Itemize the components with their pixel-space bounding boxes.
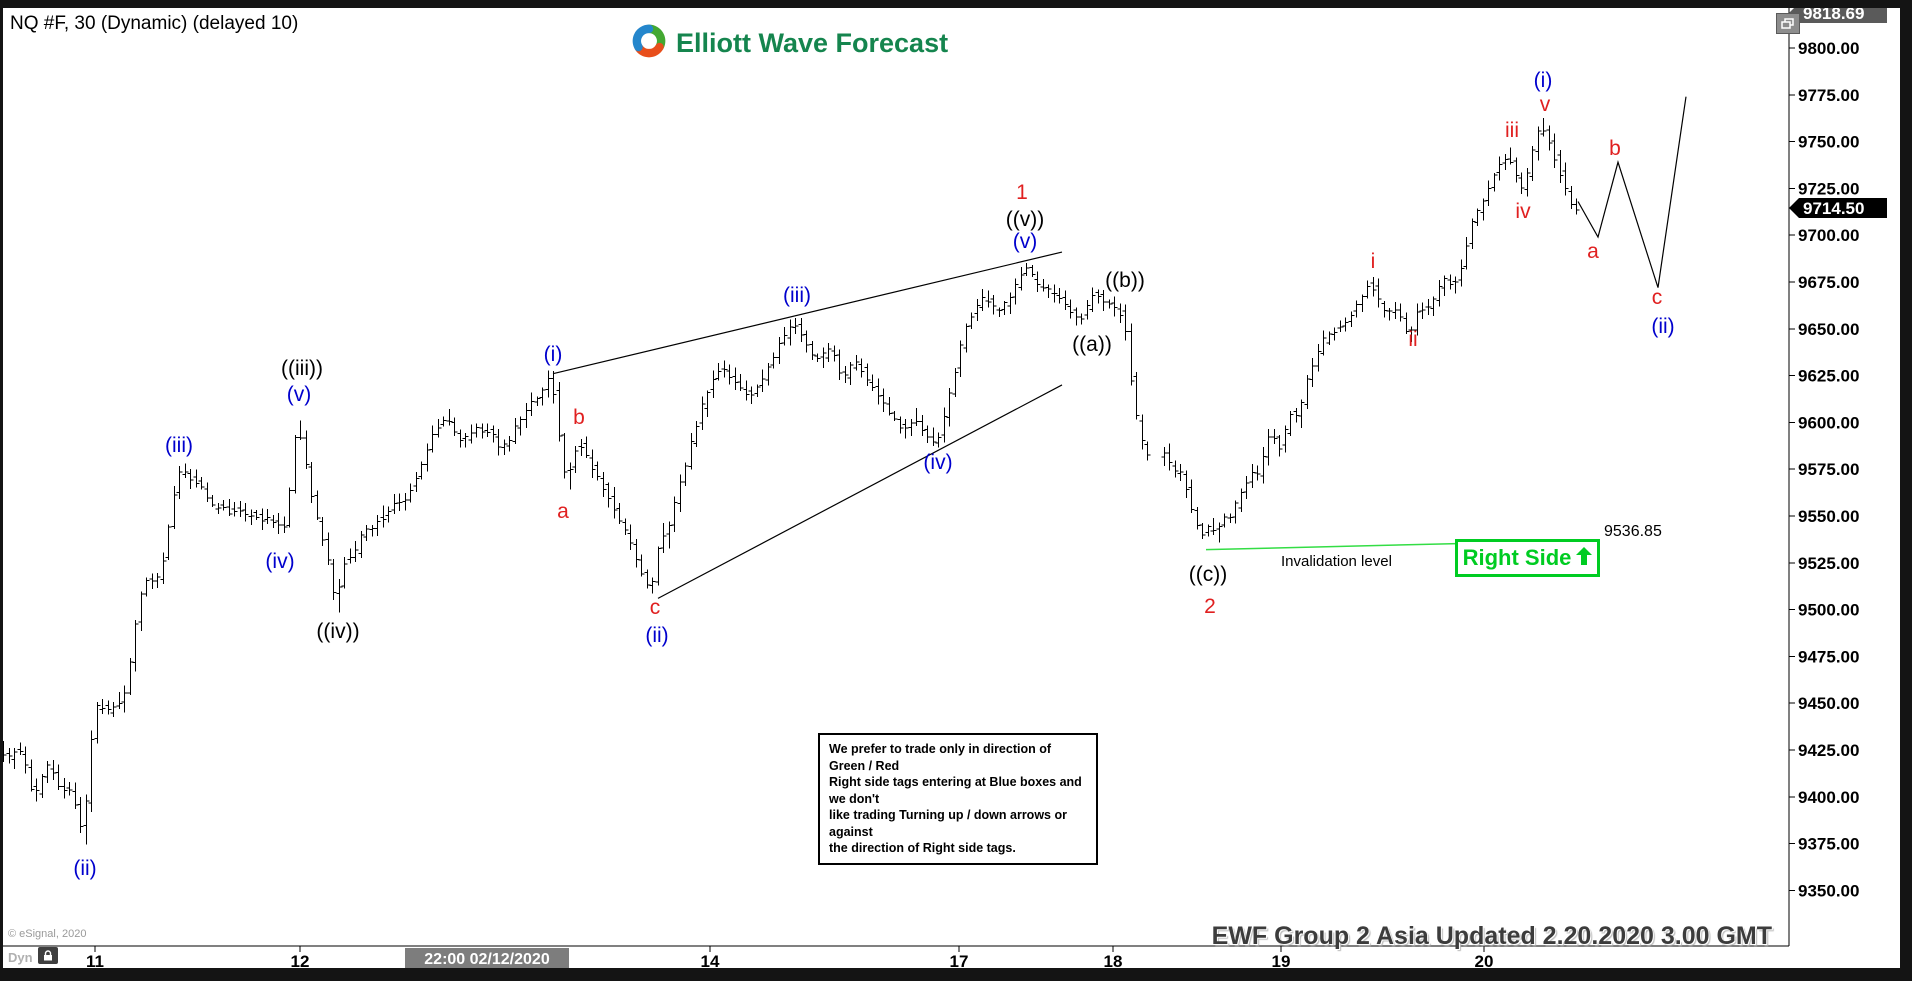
- trading-note-box: We prefer to trade only in direction of …: [818, 733, 1098, 865]
- note-line: the direction of Right side tags.: [829, 841, 1016, 855]
- window-frame-bottom: [0, 968, 1912, 981]
- window-frame-top: [0, 0, 1912, 8]
- session-tick-badge: [405, 948, 569, 968]
- invalidation-line[interactable]: [1205, 542, 1458, 551]
- wave-label-iv: iv: [1515, 200, 1531, 223]
- time-tick-label: 14: [701, 952, 720, 971]
- wave-label-ii: (ii): [1651, 315, 1674, 338]
- right-side-label: Right Side: [1462, 545, 1572, 570]
- note-line: We prefer to trade only in direction of …: [829, 742, 1052, 773]
- time-tick-label: 12: [291, 952, 310, 971]
- wave-label-iv: (iv): [923, 451, 952, 474]
- wave-label-c: c: [650, 596, 661, 619]
- dyn-mode-label: Dyn: [8, 950, 33, 965]
- price-tick-label: 9450.00: [1798, 694, 1859, 713]
- window-frame-left: [0, 8, 3, 968]
- wave-label-i: (i): [1534, 69, 1553, 92]
- wave-label-2: 2: [1204, 595, 1216, 618]
- price-tick-label: 9675.00: [1798, 273, 1859, 292]
- wave-label-a: ((a)): [1072, 333, 1112, 356]
- time-tick-label: 11: [86, 952, 104, 971]
- price-tick-label: 9775.00: [1798, 86, 1859, 105]
- chart-title: NQ #F, 30 (Dynamic) (delayed 10): [10, 13, 299, 34]
- note-line: like trading Turning up / down arrows or…: [829, 808, 1067, 839]
- wave-label-b: ((b)): [1105, 269, 1145, 292]
- arrow-up-icon: [1576, 545, 1593, 571]
- wave-label-iii: ((iii)): [281, 357, 323, 380]
- wave-label-i: (i): [544, 343, 563, 366]
- right-side-tag: Right Side: [1455, 539, 1600, 577]
- wedge-upper[interactable]: [552, 251, 1063, 375]
- price-tick-label: 9650.00: [1798, 320, 1859, 339]
- price-tick-label: 9575.00: [1798, 460, 1859, 479]
- price-tick-label: 9350.00: [1798, 881, 1859, 900]
- wave-label-1: 1: [1016, 181, 1028, 204]
- window-frame-right: [1900, 8, 1912, 968]
- brand-logo: Elliott Wave Forecast: [630, 22, 948, 65]
- wave-label-iii: (iii): [165, 434, 193, 457]
- ohlc-bars: [0, 117, 1580, 845]
- wedge-lower[interactable]: [657, 384, 1063, 599]
- invalidation-price: 9536.85: [1604, 523, 1662, 540]
- restore-window-button[interactable]: [1776, 13, 1800, 34]
- wave-label-v: v: [1540, 93, 1551, 116]
- price-tick-label: 9625.00: [1798, 367, 1859, 386]
- time-tick-label: 17: [950, 952, 969, 971]
- price-tick-label: 9725.00: [1798, 179, 1859, 198]
- forecast-path[interactable]: [1577, 96, 1687, 288]
- restore-window-icon: [1781, 17, 1794, 29]
- time-tick-label: 19: [1272, 952, 1291, 971]
- wave-label-b: b: [573, 406, 585, 429]
- wave-label-ii: (ii): [73, 857, 96, 880]
- wave-label-i: i: [1371, 250, 1376, 273]
- price-tick-label: 9425.00: [1798, 741, 1859, 760]
- wave-label-a: a: [1587, 240, 1599, 263]
- brand-swirl-icon: [630, 22, 668, 65]
- invalidation-level-label: Invalidation level: [1281, 553, 1392, 570]
- price-tick-label: 9700.00: [1798, 226, 1859, 245]
- wave-label-v: ((v)): [1006, 208, 1044, 231]
- lock-icon[interactable]: [38, 947, 58, 964]
- wave-label-iii: iii: [1505, 119, 1519, 142]
- wave-label-iii: (iii): [783, 284, 811, 307]
- price-tick-label: 9500.00: [1798, 601, 1859, 620]
- update-footer-note: EWF Group 2 Asia Updated 2.20.2020 3.00 …: [1211, 922, 1772, 950]
- price-tick-label: 9550.00: [1798, 507, 1859, 526]
- wave-label-iv: ((iv)): [316, 620, 359, 643]
- session-tick-label: 22:00 02/12/2020: [424, 951, 550, 968]
- brand-name: Elliott Wave Forecast: [676, 28, 949, 58]
- note-line: Right side tags entering at Blue boxes a…: [829, 775, 1082, 806]
- price-tick-label: 9525.00: [1798, 554, 1859, 573]
- wave-label-iv: (iv): [265, 550, 294, 573]
- high-price-badge-value: 9818.69: [1803, 4, 1864, 23]
- esignal-copyright: © eSignal, 2020: [8, 928, 87, 940]
- price-tick-label: 9800.00: [1798, 39, 1859, 58]
- price-tick-label: 9600.00: [1798, 413, 1859, 432]
- price-tick-label: 9750.00: [1798, 133, 1859, 152]
- wave-label-c: ((c)): [1189, 563, 1227, 586]
- wave-label-a: a: [557, 500, 569, 523]
- high-price-badge: [1789, 3, 1887, 24]
- time-tick-label: 20: [1475, 952, 1494, 971]
- wave-label-v: (v): [287, 383, 312, 406]
- current-price-badge: [1789, 198, 1887, 219]
- wave-label-b: b: [1609, 137, 1621, 160]
- price-tick-label: 9400.00: [1798, 788, 1859, 807]
- price-tick-label: 9475.00: [1798, 647, 1859, 666]
- wave-label-ii: ii: [1408, 328, 1417, 351]
- time-tick-label: 18: [1104, 952, 1123, 971]
- wave-label-v: (v): [1013, 230, 1038, 253]
- price-tick-label: 9375.00: [1798, 835, 1859, 854]
- wave-label-c: c: [1652, 286, 1663, 309]
- current-price-badge-value: 9714.50: [1803, 199, 1864, 218]
- wave-label-ii: (ii): [645, 624, 668, 647]
